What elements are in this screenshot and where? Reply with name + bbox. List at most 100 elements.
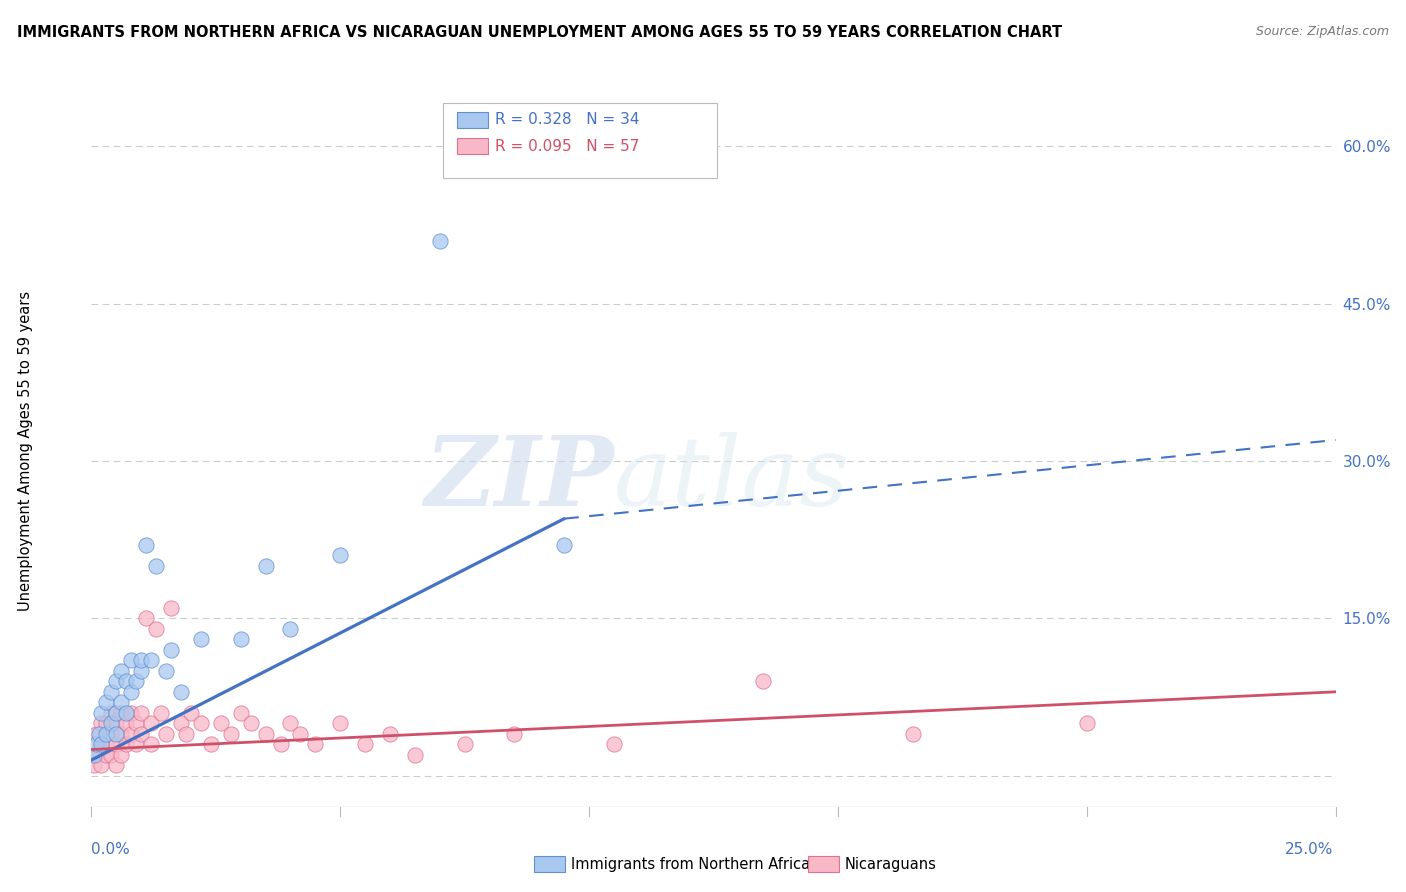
Point — [129, 706, 152, 720]
Point — [135, 538, 157, 552]
Point — [1076, 716, 1098, 731]
Point — [254, 727, 277, 741]
Point — [83, 747, 105, 762]
Point — [115, 706, 138, 720]
Point — [139, 653, 162, 667]
Point — [90, 737, 112, 751]
Point — [125, 674, 148, 689]
Point — [603, 737, 626, 751]
Point — [105, 706, 128, 720]
Point — [174, 727, 197, 741]
Point — [209, 716, 232, 731]
Text: ZIP: ZIP — [425, 432, 614, 526]
Point — [219, 727, 242, 741]
Text: 0.0%: 0.0% — [91, 842, 131, 856]
Point — [180, 706, 202, 720]
Point — [90, 758, 112, 772]
Point — [139, 737, 162, 751]
Text: 25.0%: 25.0% — [1285, 842, 1333, 856]
Point — [87, 727, 110, 741]
Point — [190, 632, 212, 647]
Point — [105, 716, 128, 731]
Point — [100, 716, 122, 731]
Text: IMMIGRANTS FROM NORTHERN AFRICA VS NICARAGUAN UNEMPLOYMENT AMONG AGES 55 TO 59 Y: IMMIGRANTS FROM NORTHERN AFRICA VS NICAR… — [17, 25, 1062, 40]
Point — [270, 737, 292, 751]
Point — [129, 727, 152, 741]
Point — [125, 737, 148, 751]
Point — [90, 706, 112, 720]
Point — [120, 653, 142, 667]
Point — [239, 716, 262, 731]
Point — [115, 674, 138, 689]
Text: Unemployment Among Ages 55 to 59 years: Unemployment Among Ages 55 to 59 years — [18, 291, 32, 610]
Point — [553, 538, 575, 552]
Point — [105, 674, 128, 689]
Point — [155, 664, 177, 678]
Point — [100, 685, 122, 699]
Point — [200, 737, 222, 751]
Point — [110, 747, 132, 762]
Point — [96, 727, 118, 741]
Point — [96, 747, 118, 762]
Text: Immigrants from Northern Africa: Immigrants from Northern Africa — [571, 857, 810, 871]
Point — [170, 685, 193, 699]
Point — [129, 664, 152, 678]
Point — [96, 695, 118, 709]
Point — [86, 737, 108, 751]
Point — [155, 727, 177, 741]
Point — [105, 727, 128, 741]
Point — [290, 727, 312, 741]
Point — [429, 234, 451, 248]
Point — [110, 664, 132, 678]
Point — [404, 747, 426, 762]
Point — [752, 674, 775, 689]
Point — [129, 653, 152, 667]
Point — [96, 716, 118, 731]
Point — [96, 737, 118, 751]
Point — [304, 737, 326, 751]
Point — [503, 727, 526, 741]
Point — [100, 706, 122, 720]
Point — [145, 558, 167, 573]
Point — [110, 727, 132, 741]
Point — [86, 747, 108, 762]
Point — [901, 727, 924, 741]
Point — [100, 727, 122, 741]
Point — [329, 549, 352, 563]
Point — [105, 758, 128, 772]
Point — [378, 727, 401, 741]
Point — [125, 716, 148, 731]
Point — [120, 727, 142, 741]
Point — [150, 706, 173, 720]
Point — [90, 716, 112, 731]
Text: atlas: atlas — [614, 432, 851, 526]
Point — [280, 716, 302, 731]
Text: Source: ZipAtlas.com: Source: ZipAtlas.com — [1256, 25, 1389, 38]
Point — [453, 737, 475, 751]
Point — [329, 716, 352, 731]
Point — [110, 706, 132, 720]
Point — [100, 747, 122, 762]
Point — [170, 716, 193, 731]
Point — [354, 737, 377, 751]
Point — [105, 737, 128, 751]
Point — [86, 727, 108, 741]
Point — [280, 622, 302, 636]
Point — [190, 716, 212, 731]
Point — [90, 737, 112, 751]
Text: R = 0.328   N = 34: R = 0.328 N = 34 — [495, 112, 640, 127]
Point — [229, 706, 252, 720]
Point — [160, 643, 183, 657]
Point — [229, 632, 252, 647]
Point — [139, 716, 162, 731]
Point — [145, 622, 167, 636]
Point — [120, 685, 142, 699]
Text: Nicaraguans: Nicaraguans — [845, 857, 936, 871]
Point — [115, 737, 138, 751]
Point — [160, 600, 183, 615]
Point — [83, 758, 105, 772]
Point — [254, 558, 277, 573]
Point — [115, 716, 138, 731]
Text: R = 0.095   N = 57: R = 0.095 N = 57 — [495, 139, 640, 153]
Point — [110, 695, 132, 709]
